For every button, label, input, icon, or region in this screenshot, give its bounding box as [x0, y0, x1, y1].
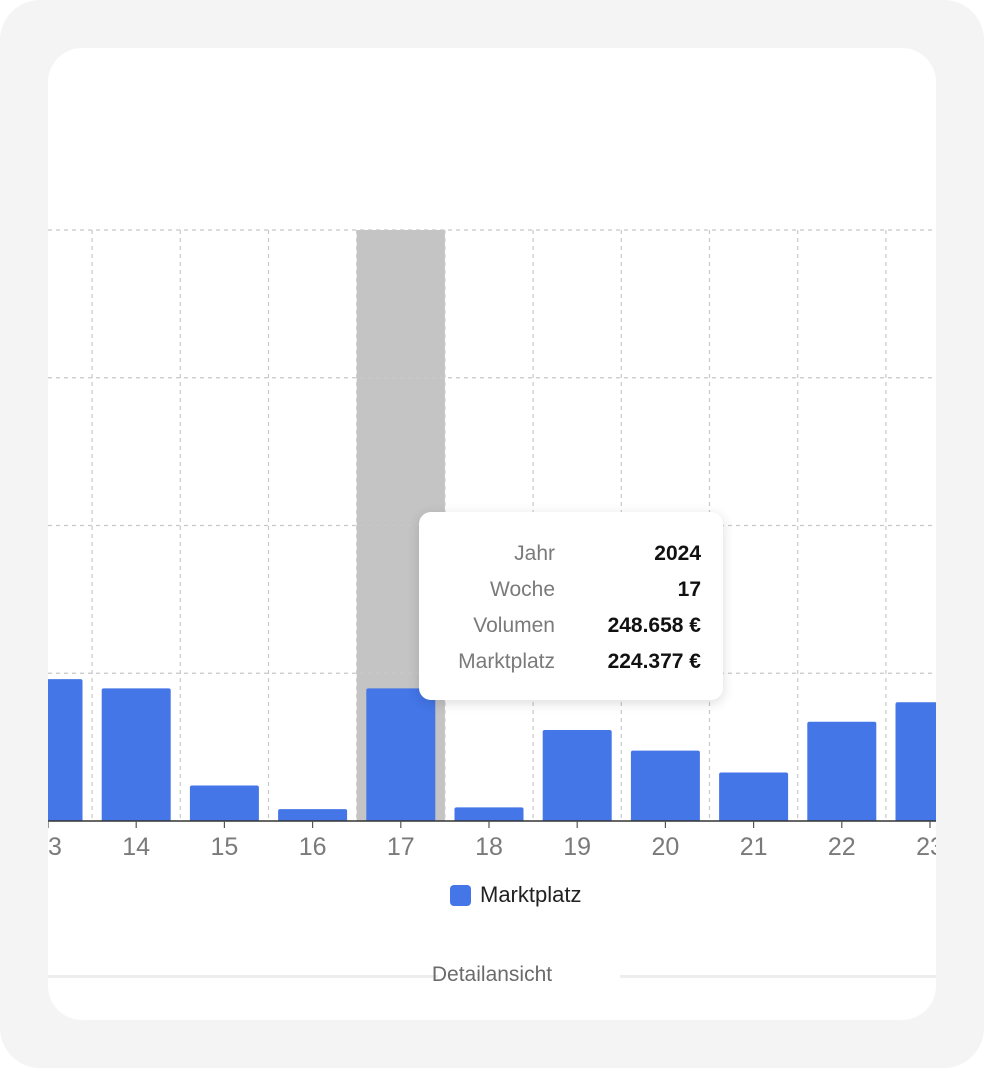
- x-tick-label: 17: [387, 833, 415, 861]
- tooltip-label: Marktplatz: [458, 650, 555, 673]
- divider-line-left: [48, 975, 438, 978]
- bar-week-20: [630, 750, 700, 821]
- bar-week-16: [278, 809, 348, 821]
- tooltip-value: 248.658 €: [607, 614, 701, 637]
- bar-week-17: [366, 688, 436, 821]
- tooltip-label: Woche: [490, 578, 555, 601]
- detail-view-label[interactable]: Detailansicht: [431, 963, 553, 986]
- bar-week-13: [48, 679, 83, 821]
- chart-card: 13 14 15 16 17 18 19 20 21 22 23 Jahr 2024 Woche 1…: [48, 48, 936, 1020]
- tooltip-value: 17: [677, 578, 701, 601]
- x-tick-label: 23: [916, 833, 936, 861]
- x-tick-label: 20: [651, 833, 679, 861]
- bar-week-23: [895, 702, 936, 821]
- bar-week-18: [454, 807, 524, 821]
- chart-tooltip: Jahr 2024 Woche 17 Volumen 248.658 € Mar…: [419, 512, 723, 700]
- x-tick-label: 22: [828, 833, 856, 861]
- x-tick-label: 19: [563, 833, 591, 861]
- tooltip-row-year: Jahr 2024: [439, 536, 701, 572]
- bar-week-15: [189, 785, 259, 821]
- bar-week-14: [101, 688, 171, 821]
- legend-swatch: [450, 884, 471, 906]
- x-tick-label: 16: [299, 833, 327, 861]
- tooltip-label: Volumen: [473, 614, 555, 637]
- tooltip-row-volume: Volumen 248.658 €: [439, 608, 701, 644]
- chart-legend[interactable]: Marktplatz: [450, 882, 581, 908]
- tooltip-value: 2024: [654, 542, 701, 565]
- tooltip-row-marketplace: Marktplatz 224.377 €: [439, 644, 701, 680]
- x-tick-label: 15: [210, 833, 238, 861]
- bar-week-22: [807, 721, 877, 821]
- x-tick-label: 13: [48, 833, 62, 861]
- detail-divider[interactable]: Detailansicht: [48, 963, 936, 993]
- tooltip-value: 224.377 €: [607, 650, 701, 673]
- legend-label: Marktplatz: [480, 882, 582, 907]
- tooltip-row-week: Woche 17: [439, 572, 701, 608]
- x-tick-label: 18: [475, 833, 503, 861]
- bar-week-21: [719, 772, 789, 821]
- x-tick-label: 21: [740, 833, 768, 861]
- bar-chart: 13 14 15 16 17 18 19 20 21 22 23: [48, 229, 936, 861]
- bar-week-19: [542, 729, 612, 821]
- tooltip-label: Jahr: [514, 542, 555, 565]
- x-tick-label: 14: [122, 833, 150, 861]
- divider-line-right: [620, 975, 936, 978]
